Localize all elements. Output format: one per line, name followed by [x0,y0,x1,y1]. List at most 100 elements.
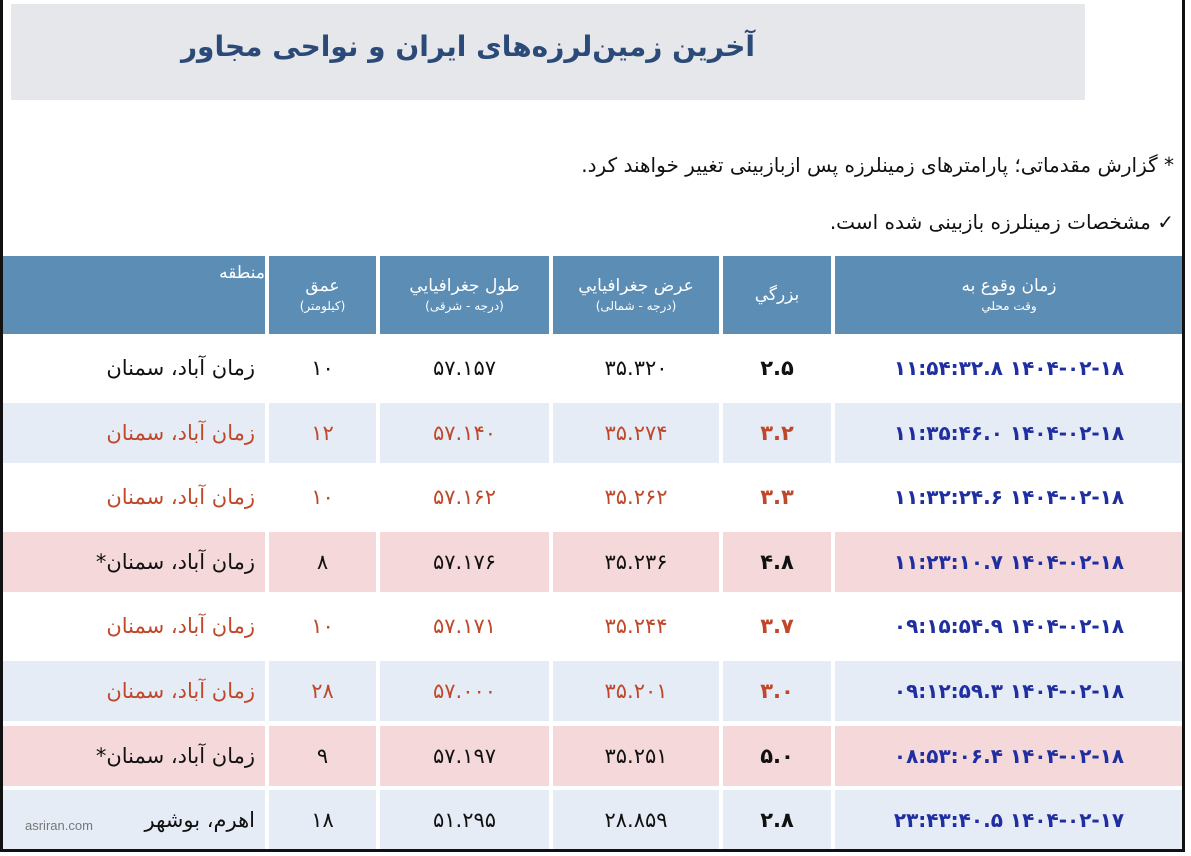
magnitude-value: ۲.۸ [760,808,794,832]
cell-latitude: ۲۸.۸۵۹ [553,790,719,849]
cell-latitude: ۳۵.۲۶۲ [553,467,719,527]
header-magnitude-label: بزرگي [754,284,800,305]
header-time: زمان وقوع به وقت محلي [835,256,1182,334]
cell-latitude: ۳۵.۲۳۶ [553,532,719,592]
magnitude-value: ۳.۷ [760,614,794,638]
cell-depth: ۲۸ [269,661,376,721]
cell-depth: ۱۰ [269,596,376,656]
depth-value: ۱۰ [311,485,334,509]
page-title: آخرین زمین‌لرزه‌های ایران و نواحی مجاور [180,30,755,63]
cell-longitude: ۵۱.۲۹۵ [380,790,549,849]
longitude-value: ۵۷.۱۹۷ [432,744,497,768]
time-value: ۱۴۰۴-۰۲-۱۸ ۱۱:۳۵:۴۶.۰ [893,421,1125,445]
magnitude-value: ۴.۸ [760,550,794,574]
header-magnitude: بزرگي [723,256,831,334]
cell-region: زمان آباد، سمنان [3,467,265,527]
latitude-value: ۳۵.۲۶۲ [604,485,668,509]
cell-longitude: ۵۷.۱۷۶ [380,532,549,592]
cell-time: ۱۴۰۴-۰۲-۱۸ ۰۹:۱۵:۵۴.۹ [835,596,1182,656]
preliminary-star: * [95,550,107,574]
header-depth: عمق (کیلومتر) [269,256,376,334]
cell-magnitude: ۳.۲ [723,403,831,463]
header-depth-label: عمق [305,276,340,297]
cell-latitude: ۳۵.۲۷۴ [553,403,719,463]
cell-magnitude: ۲.۵ [723,338,831,398]
latitude-value: ۳۵.۲۵۱ [604,744,668,768]
depth-value: ۱۸ [311,808,334,832]
header-region-label: منطقه [219,263,265,283]
depth-value: ۸ [316,550,329,574]
magnitude-value: ۳.۳ [760,485,794,509]
header-time-label: زمان وقوع به [961,276,1057,297]
time-value: ۱۴۰۴-۰۲-۱۸ ۰۸:۵۳:۰۶.۴ [893,744,1125,768]
time-value: ۱۴۰۴-۰۲-۱۸ ۰۹:۱۲:۵۹.۳ [893,679,1125,703]
longitude-value: ۵۷.۱۵۷ [432,356,497,380]
cell-region: زمان آباد، سمنان * [3,532,265,592]
header-time-unit: وقت محلي [981,299,1037,314]
cell-depth: ۱۲ [269,403,376,463]
cell-region: زمان آباد، سمنان [3,338,265,398]
region-value: زمان آباد، سمنان [106,679,255,703]
header-latitude-label: عرض جغرافيايي [578,276,694,297]
latitude-value: ۳۵.۲۷۴ [604,421,668,445]
longitude-value: ۵۱.۲۹۵ [432,808,497,832]
cell-latitude: ۳۵.۳۲۰ [553,338,719,398]
cell-magnitude: ۵.۰ [723,726,831,786]
cell-latitude: ۳۵.۲۰۱ [553,661,719,721]
cell-region: زمان آباد، سمنان * [3,726,265,786]
preliminary-star: * [95,744,107,768]
cell-time: ۱۴۰۴-۰۲-۱۸ ۱۱:۲۳:۱۰.۷ [835,532,1182,592]
time-value: ۱۴۰۴-۰۲-۱۸ ۱۱:۲۳:۱۰.۷ [893,550,1125,574]
time-value: ۱۴۰۴-۰۲-۱۸ ۱۱:۵۴:۳۲.۸ [893,356,1125,380]
cell-longitude: ۵۷.۱۷۱ [380,596,549,656]
longitude-value: ۵۷.۱۶۲ [432,485,497,509]
cell-region: زمان آباد، سمنان [3,661,265,721]
magnitude-value: ۳.۰ [760,679,794,703]
cell-time: ۱۴۰۴-۰۲-۱۸ ۱۱:۳۵:۴۶.۰ [835,403,1182,463]
cell-longitude: ۵۷.۰۰۰ [380,661,549,721]
region-value: زمان آباد، سمنان [106,550,255,574]
magnitude-value: ۵.۰ [760,744,794,768]
cell-longitude: ۵۷.۱۶۲ [380,467,549,527]
cell-depth: ۱۰ [269,338,376,398]
cell-latitude: ۳۵.۲۵۱ [553,726,719,786]
longitude-value: ۵۷.۰۰۰ [432,679,497,703]
region-value: زمان آباد، سمنان [106,356,255,380]
latitude-value: ۳۵.۲۴۴ [604,614,668,638]
header-latitude: عرض جغرافيايي (درجه - شمالی) [553,256,719,334]
watermark: asriran.com [25,818,93,833]
header-depth-unit: (کیلومتر) [299,299,346,314]
region-value: زمان آباد، سمنان [106,485,255,509]
longitude-value: ۵۷.۱۷۶ [432,550,497,574]
cell-region: زمان آباد، سمنان [3,403,265,463]
region-value: زمان آباد، سمنان [106,421,255,445]
reviewed-note: ✓ مشخصات زمینلرزه بازبینی شده است. [829,210,1174,234]
cell-time: ۱۴۰۴-۰۲-۱۸ ۱۱:۵۴:۳۲.۸ [835,338,1182,398]
cell-region: زمان آباد، سمنان [3,596,265,656]
header-longitude: طول جغرافيايي (درجه - شرقی) [380,256,549,334]
cell-time: ۱۴۰۴-۰۲-۱۷ ۲۳:۴۳:۴۰.۵ [835,790,1182,849]
depth-value: ۱۰ [311,614,334,638]
time-value: ۱۴۰۴-۰۲-۱۸ ۱۱:۳۲:۲۴.۶ [893,485,1125,509]
cell-magnitude: ۳.۷ [723,596,831,656]
region-value: زمان آباد، سمنان [106,614,255,638]
cell-depth: ۹ [269,726,376,786]
magnitude-value: ۳.۲ [760,421,794,445]
preliminary-note: * گزارش مقدماتی؛ پارامترهای زمینلرزه پس … [581,153,1174,177]
cell-depth: ۱۰ [269,467,376,527]
header-longitude-unit: (درجه - شرقی) [425,299,504,314]
header-longitude-label: طول جغرافيايي [409,276,520,297]
cell-region: اهرم، بوشهر [3,790,265,849]
cell-depth: ۸ [269,532,376,592]
region-value: اهرم، بوشهر [144,808,255,832]
latitude-value: ۲۸.۸۵۹ [604,808,668,832]
cell-longitude: ۵۷.۱۵۷ [380,338,549,398]
latitude-value: ۳۵.۲۳۶ [604,550,668,574]
time-value: ۱۴۰۴-۰۲-۱۷ ۲۳:۴۳:۴۰.۵ [893,808,1125,832]
cell-longitude: ۵۷.۱۴۰ [380,403,549,463]
cell-time: ۱۴۰۴-۰۲-۱۸ ۰۹:۱۲:۵۹.۳ [835,661,1182,721]
cell-magnitude: ۲.۸ [723,790,831,849]
depth-value: ۱۲ [311,421,334,445]
header-region: منطقه [3,256,265,334]
